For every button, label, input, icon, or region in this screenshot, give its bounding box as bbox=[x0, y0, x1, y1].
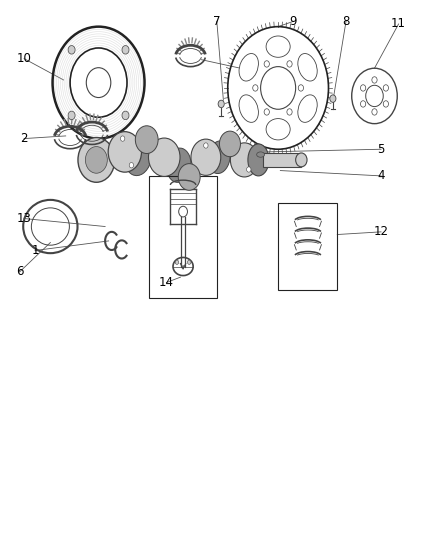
Circle shape bbox=[187, 260, 191, 264]
Circle shape bbox=[175, 260, 179, 264]
Text: 1: 1 bbox=[31, 244, 39, 257]
Text: 8: 8 bbox=[343, 15, 350, 28]
Circle shape bbox=[372, 109, 377, 115]
Circle shape bbox=[68, 45, 75, 54]
Circle shape bbox=[148, 138, 180, 176]
Text: 5: 5 bbox=[378, 143, 385, 156]
Ellipse shape bbox=[124, 139, 152, 175]
Ellipse shape bbox=[248, 144, 269, 176]
Circle shape bbox=[191, 139, 221, 175]
Circle shape bbox=[383, 101, 389, 107]
Circle shape bbox=[129, 163, 134, 168]
Circle shape bbox=[120, 136, 125, 141]
Text: 2: 2 bbox=[20, 132, 28, 145]
Circle shape bbox=[179, 206, 187, 217]
Ellipse shape bbox=[266, 118, 290, 140]
Text: 14: 14 bbox=[159, 276, 174, 289]
Circle shape bbox=[298, 85, 304, 91]
Bar bbox=[278, 203, 337, 290]
Circle shape bbox=[330, 95, 336, 102]
Text: 13: 13 bbox=[17, 212, 32, 225]
Circle shape bbox=[264, 109, 269, 115]
Bar bbox=[149, 176, 217, 298]
Text: 4: 4 bbox=[377, 169, 385, 182]
Circle shape bbox=[135, 126, 158, 154]
Ellipse shape bbox=[208, 141, 230, 174]
Ellipse shape bbox=[298, 95, 317, 123]
Circle shape bbox=[204, 143, 208, 148]
Circle shape bbox=[287, 61, 292, 67]
Circle shape bbox=[360, 101, 366, 107]
Text: 10: 10 bbox=[17, 52, 32, 65]
Text: 7: 7 bbox=[213, 15, 221, 28]
Ellipse shape bbox=[257, 152, 265, 157]
Bar bbox=[263, 153, 301, 167]
Ellipse shape bbox=[298, 53, 317, 81]
Circle shape bbox=[68, 111, 75, 120]
Circle shape bbox=[85, 147, 107, 173]
Circle shape bbox=[108, 132, 141, 172]
Circle shape bbox=[218, 100, 224, 108]
Circle shape bbox=[372, 77, 377, 83]
Text: 11: 11 bbox=[391, 18, 406, 30]
Circle shape bbox=[296, 153, 307, 167]
Circle shape bbox=[122, 111, 129, 120]
Ellipse shape bbox=[166, 148, 191, 182]
Ellipse shape bbox=[239, 95, 258, 123]
Circle shape bbox=[253, 85, 258, 91]
Text: 6: 6 bbox=[16, 265, 24, 278]
Circle shape bbox=[122, 45, 129, 54]
Circle shape bbox=[360, 85, 366, 91]
Circle shape bbox=[383, 85, 389, 91]
Ellipse shape bbox=[239, 53, 258, 81]
Circle shape bbox=[247, 167, 251, 172]
Circle shape bbox=[264, 61, 269, 67]
Text: 3: 3 bbox=[242, 63, 249, 76]
Text: 12: 12 bbox=[374, 225, 389, 238]
Circle shape bbox=[178, 164, 200, 190]
Circle shape bbox=[219, 131, 240, 157]
Circle shape bbox=[230, 143, 258, 177]
Text: 9: 9 bbox=[290, 15, 297, 28]
Circle shape bbox=[78, 138, 115, 182]
Ellipse shape bbox=[266, 36, 290, 58]
Circle shape bbox=[287, 109, 292, 115]
